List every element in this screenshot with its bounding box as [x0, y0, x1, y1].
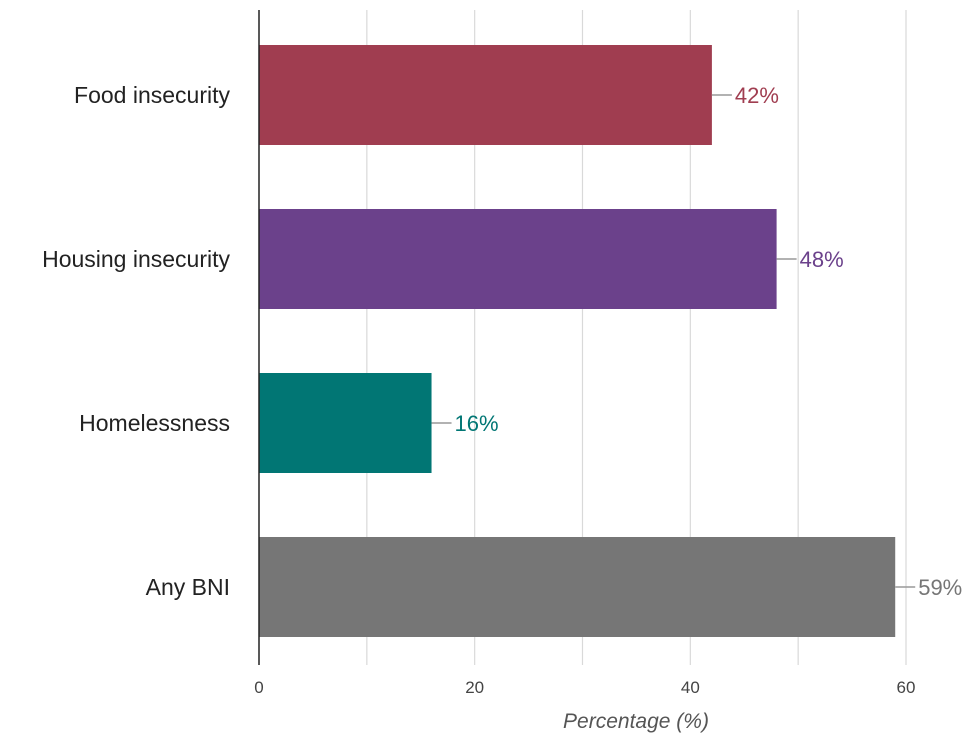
data-label-food-insecurity: 42%	[735, 83, 779, 108]
x-tick-label-60: 60	[897, 678, 916, 697]
data-label-housing-insecurity: 48%	[800, 247, 844, 272]
x-tick-label-40: 40	[681, 678, 700, 697]
labels-layer: Food insecurity 42% Housing insecurity 48% H…	[42, 82, 962, 600]
x-tick-label-20: 20	[465, 678, 484, 697]
category-label-housing-insecurity: Housing insecurity	[42, 246, 230, 272]
bar-food-insecurity	[259, 45, 712, 145]
category-label-any-bni: Any BNI	[146, 574, 230, 600]
axis-layer: 0 20 40 60	[254, 10, 915, 697]
category-label-homelessness: Homelessness	[79, 410, 230, 436]
bar-homelessness	[259, 373, 432, 473]
x-axis-title: Percentage (%)	[563, 710, 709, 733]
bar-housing-insecurity	[259, 209, 777, 309]
data-label-any-bni: 59%	[918, 575, 962, 600]
bars-layer	[259, 45, 896, 637]
bar-any-bni	[259, 537, 896, 637]
data-label-homelessness: 16%	[455, 411, 499, 436]
category-label-food-insecurity: Food insecurity	[74, 82, 230, 108]
x-tick-label-0: 0	[254, 678, 263, 697]
